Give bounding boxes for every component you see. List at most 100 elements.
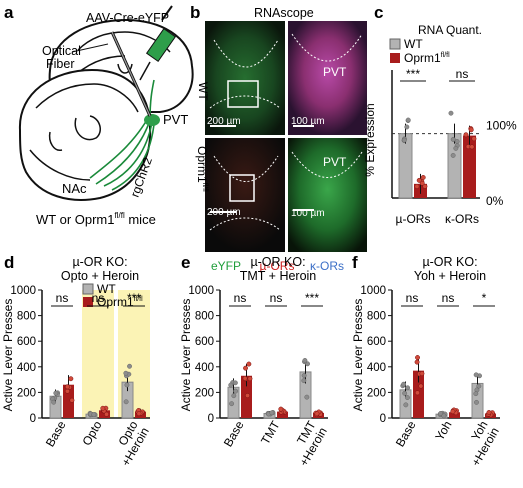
panel-a-schematic: a AAV-Cre-eYFP Opt [4, 3, 194, 227]
data-point-f [402, 390, 408, 396]
data-point-d [104, 411, 109, 417]
pvt-injection-site [144, 114, 160, 126]
ytick-label: 400 [195, 362, 214, 374]
data-point-f [401, 381, 407, 387]
category-label: Yoh+Heroin [457, 419, 502, 469]
data-point-d [51, 399, 57, 405]
ytick-label: 400 [17, 362, 36, 374]
chart-d-title: µ-OR KO: [72, 255, 127, 269]
chart-f-title: µ-OR KO: [422, 255, 477, 269]
data-point-f [486, 410, 492, 415]
chart-f-subtitle: Yoh + Heroin [414, 269, 486, 283]
data-point-d [123, 399, 129, 405]
legend-label-wt: WT [404, 37, 423, 51]
ytick-label: 200 [367, 387, 386, 399]
image-ko-low-mag [205, 138, 285, 252]
ytick-label: 200 [17, 387, 36, 399]
chart-e-ylabel: Active Lever Presses [179, 299, 193, 412]
data-point-c [450, 152, 456, 158]
panel-b-rnascope: b RNAscope 200 µm PVT 100 µm 200 µm PVT … [190, 3, 367, 273]
category-label: Opto+Heroin [107, 418, 152, 468]
data-point-e [301, 378, 307, 384]
syringe-icon [139, 5, 177, 81]
mouse-caption: WT or Oprm1fl/fl mice [36, 211, 156, 227]
data-point-e [302, 357, 308, 363]
chart-c-title: RNA Quant. [418, 23, 482, 37]
data-point-e [242, 375, 248, 381]
chart-d-ylabel: Active Lever Presses [1, 299, 15, 412]
data-point-f [474, 399, 479, 405]
data-point-d [100, 405, 106, 411]
data-point-e [301, 373, 307, 378]
data-point-f [418, 383, 424, 389]
reference-label-zero: 0% [486, 194, 504, 208]
data-point-c [463, 132, 469, 138]
panel-letter-a: a [4, 3, 14, 22]
fiber-label: Optical Fiber [42, 44, 84, 71]
chart-d-subtitle: Opto + Heroin [61, 269, 139, 283]
panel-letter-e: e [181, 253, 190, 272]
data-point-c [405, 117, 411, 123]
sig-label: *** [305, 291, 319, 305]
category-label: TMT+Heroin [285, 418, 330, 469]
ytick-label: 1000 [188, 285, 214, 297]
category-label: Opto [79, 418, 104, 448]
category-label: TMT [258, 418, 283, 447]
data-point-e [269, 410, 275, 416]
sig-label-c: *** [406, 67, 420, 81]
data-point-c [448, 110, 454, 116]
data-point-f [438, 411, 443, 416]
data-point-e [233, 388, 239, 394]
ytick-label: 0 [30, 413, 36, 425]
data-point-d [69, 397, 75, 403]
data-point-e [228, 382, 234, 388]
legend-label-ko: Oprm1fl/fl [404, 51, 450, 65]
channel-legend-item: κ-ORs [310, 259, 344, 273]
chart-f-ylabel: Active Lever Presses [351, 299, 365, 412]
data-point-c [468, 127, 474, 133]
category-label: Base [43, 418, 69, 449]
data-point-e [232, 380, 238, 386]
data-point-d [68, 376, 74, 382]
chart-e-subtitle: TMT + Heroin [240, 269, 317, 283]
data-point-f [404, 395, 410, 401]
category-label: Base [393, 418, 419, 449]
sig-label: ns [406, 291, 419, 305]
data-point-f [405, 385, 411, 391]
chart-c-category: µ-ORs [396, 212, 431, 226]
sig-label: ns [92, 291, 105, 305]
data-point-e [243, 365, 248, 371]
data-point-f [403, 402, 409, 408]
data-point-c [414, 184, 420, 189]
sig-label-c: ns [456, 67, 469, 81]
channel-legend: eYFP µ-ORs κ-ORs [211, 259, 344, 273]
panel-letter-d: d [4, 253, 14, 272]
legend-swatch-wt [389, 38, 401, 50]
ytick-label: 1000 [10, 285, 36, 297]
panel-d-opto: d µ-OR KO:Opto + Heroin Active Lever Pres… [1, 253, 152, 469]
bar-d [63, 384, 74, 418]
image-wt-low-mag [205, 21, 285, 135]
panel-e-tmt: e µ-OR KO:TMT + Heroin Active Lever Press… [179, 253, 330, 469]
legend-swatch-ko [83, 297, 93, 307]
legend-swatch-wt [82, 283, 94, 295]
bar-f [449, 412, 460, 418]
ytick-label: 0 [380, 413, 386, 425]
panel-letter-f: f [352, 253, 358, 272]
data-point-f [415, 355, 420, 360]
image-ko-high-mag [288, 138, 367, 252]
data-point-e [229, 401, 235, 407]
data-point-f [473, 391, 479, 397]
data-point-f [419, 371, 425, 377]
data-point-f [414, 390, 420, 396]
sig-label: * [482, 291, 487, 305]
sig-label: ns [442, 291, 455, 305]
data-point-d [124, 382, 130, 388]
reference-label-100: 100% [486, 119, 517, 133]
rnascope-title: RNAscope [254, 6, 314, 20]
data-point-c [401, 137, 407, 143]
ytick-label: 800 [367, 311, 386, 323]
